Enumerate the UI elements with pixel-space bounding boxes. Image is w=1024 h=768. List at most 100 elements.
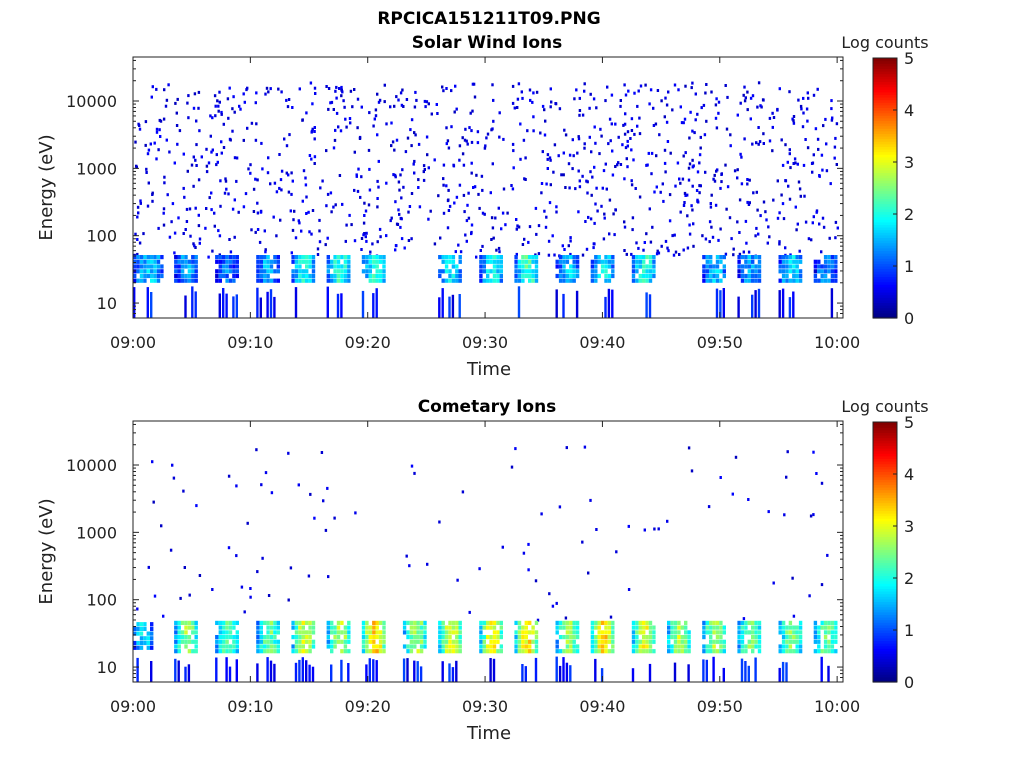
band-cell: [150, 626, 154, 631]
band-cell: [555, 264, 559, 269]
streak: [687, 664, 690, 682]
streak: [722, 667, 725, 682]
band-cell: [263, 278, 267, 283]
count-cell: [305, 111, 308, 115]
count-cell: [373, 117, 376, 121]
count-cell: [152, 500, 155, 504]
colorbar-segment: [873, 596, 897, 600]
count-cell: [616, 163, 619, 167]
count-cell: [624, 112, 627, 116]
colorbar-segment: [873, 190, 897, 194]
band-cell: [340, 278, 344, 283]
count-cell: [290, 251, 293, 255]
band-cell: [817, 630, 821, 635]
streak: [269, 289, 273, 318]
band-cell: [638, 620, 642, 625]
count-cell: [285, 144, 289, 148]
count-cell: [642, 248, 645, 252]
band-cell: [174, 255, 178, 260]
band-cell: [492, 649, 497, 654]
band-cell: [781, 620, 786, 625]
count-cell: [252, 187, 256, 191]
count-cell: [345, 125, 348, 129]
band-cell: [156, 278, 161, 283]
band-cell: [273, 635, 277, 640]
count-cell: [211, 249, 214, 253]
band-cell: [673, 639, 678, 644]
band-cell: [652, 625, 656, 630]
count-cell: [423, 99, 427, 103]
band-cell: [684, 625, 688, 630]
band-cell: [333, 269, 337, 274]
colorbar-segment: [873, 125, 897, 129]
count-cell: [187, 94, 190, 98]
colorbar-segment: [873, 305, 897, 309]
count-cell: [523, 177, 526, 181]
band-cell: [194, 259, 198, 264]
count-cell: [543, 108, 546, 112]
count-cell: [656, 249, 659, 253]
count-cell: [302, 169, 306, 173]
band-cell: [830, 630, 835, 635]
band-cell: [638, 264, 642, 269]
count-cell: [334, 89, 337, 93]
count-cell: [699, 184, 702, 188]
band-cell: [569, 278, 573, 283]
count-cell: [686, 246, 690, 250]
count-cell: [535, 90, 539, 94]
band-cell: [486, 259, 490, 264]
band-cell: [524, 259, 528, 264]
band-cell: [648, 644, 653, 649]
count-cell: [714, 103, 718, 107]
band-cell: [222, 259, 226, 264]
band-cell: [631, 273, 636, 279]
band-cell: [722, 644, 726, 649]
count-cell: [264, 250, 267, 254]
band-cell: [798, 644, 803, 649]
band-cell: [737, 630, 741, 635]
band-cell: [645, 649, 649, 654]
band-cell: [441, 649, 445, 654]
band-cell: [406, 635, 410, 640]
band-cell: [194, 255, 198, 260]
band-cell: [180, 259, 185, 264]
band-cell: [705, 278, 709, 283]
band-cell: [482, 625, 486, 630]
count-cell: [209, 114, 212, 118]
band-cell: [235, 255, 239, 260]
count-cell: [666, 140, 670, 143]
x-tick-label: 09:20: [345, 333, 391, 352]
band-cell: [372, 649, 376, 654]
count-cell: [304, 176, 307, 180]
count-cell: [470, 129, 473, 133]
band-cell: [413, 625, 417, 630]
count-cell: [833, 145, 837, 149]
band-cell: [269, 639, 274, 644]
count-cell: [270, 491, 274, 495]
band-cell: [677, 620, 681, 625]
count-cell: [792, 614, 796, 618]
count-cell: [237, 210, 240, 214]
colorbar-segment: [873, 60, 897, 64]
count-cell: [397, 98, 400, 102]
band-cell: [458, 259, 462, 264]
band-cell: [719, 630, 723, 635]
count-cell: [491, 162, 494, 166]
band-cell: [594, 639, 598, 644]
band-cell: [136, 255, 140, 260]
band-cell: [150, 269, 154, 274]
count-cell: [291, 106, 294, 109]
count-cell: [630, 148, 633, 152]
band-cell: [326, 639, 330, 644]
count-cell: [414, 90, 417, 94]
count-cell: [808, 594, 811, 598]
count-cell: [740, 182, 744, 186]
streak: [712, 656, 715, 682]
band-cell: [308, 259, 312, 264]
band-cell: [174, 630, 178, 635]
count-cell: [224, 177, 227, 181]
band-cell: [486, 644, 490, 649]
band-cell: [263, 649, 267, 654]
y-axis-label: Energy (eV): [36, 498, 57, 604]
band-cell: [301, 649, 305, 654]
